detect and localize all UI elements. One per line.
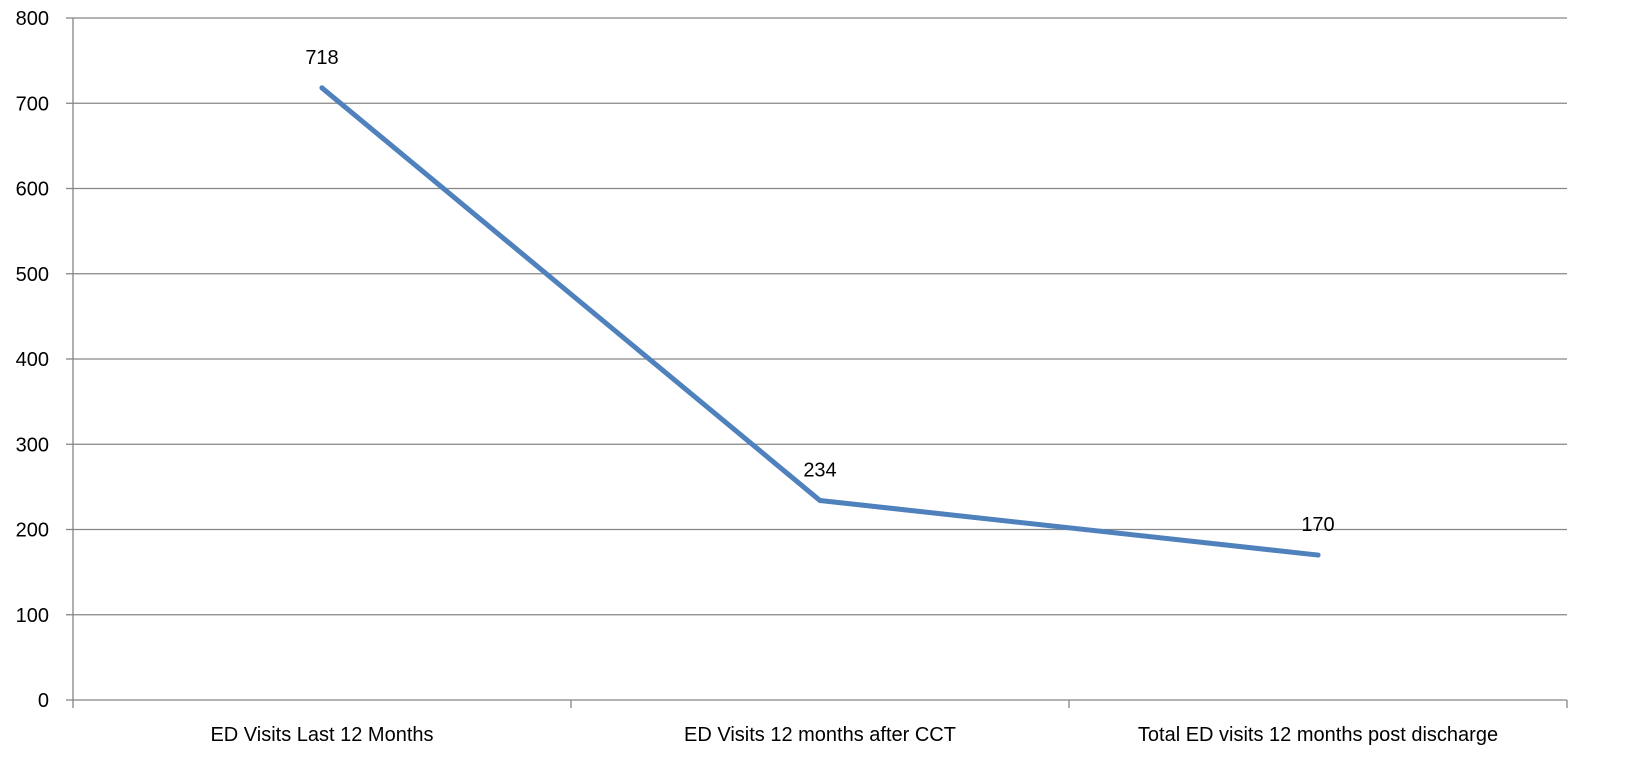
data-point (1315, 552, 1321, 558)
y-tick-label: 300 (16, 434, 49, 456)
x-tick-label: Total ED visits 12 months post discharge (1138, 724, 1498, 746)
data-point (319, 85, 325, 91)
data-label: 170 (1301, 514, 1334, 536)
data-label: 718 (305, 47, 338, 69)
axes (66, 17, 1568, 708)
y-tick-label: 400 (16, 349, 49, 371)
gridlines (73, 17, 1567, 616)
y-tick-label: 500 (16, 264, 49, 286)
labels: 0 100 200 300 400 500 600 700 800 ED Visits Last … (16, 8, 1498, 746)
y-tick-label: 200 (16, 520, 49, 542)
y-tick-label: 100 (16, 605, 49, 627)
y-tick-label: 800 (16, 8, 49, 30)
x-tick-label: ED Visits Last 12 Months (210, 724, 433, 746)
series-layer (319, 85, 1321, 558)
y-tick-label: 600 (16, 179, 49, 201)
y-tick-label: 0 (38, 690, 49, 712)
data-label: 234 (803, 460, 836, 482)
data-point (817, 498, 823, 504)
y-tick-label: 700 (16, 93, 49, 115)
series-line (319, 85, 1321, 558)
x-tick-label: ED Visits 12 months after CCT (684, 724, 956, 746)
